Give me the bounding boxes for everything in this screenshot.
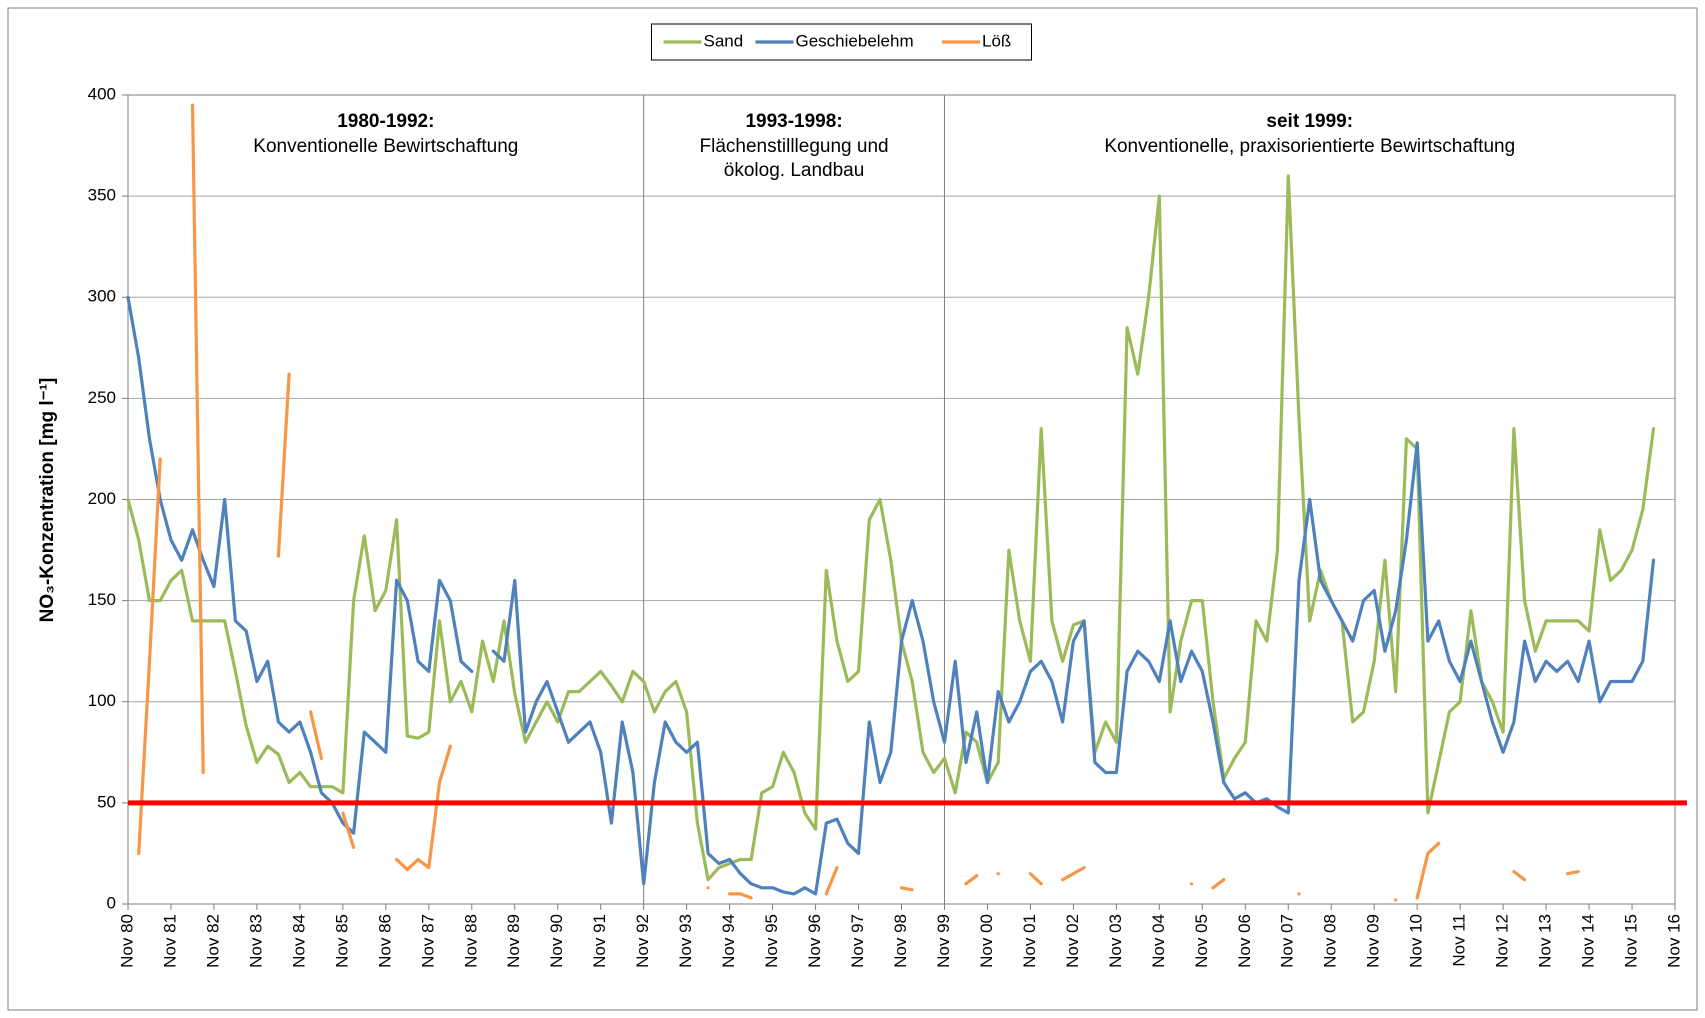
x-tick-label: Nov 06 xyxy=(1235,914,1254,968)
y-tick-label: 350 xyxy=(88,186,116,205)
annotation-text: Konventionelle Bewirtschaftung xyxy=(253,136,518,157)
annotation-title: 1980-1992: xyxy=(337,111,434,132)
x-tick-label: Nov 98 xyxy=(891,914,910,968)
x-tick-label: Nov 95 xyxy=(762,914,781,968)
y-tick-label: 50 xyxy=(97,792,116,811)
y-tick-label: 100 xyxy=(88,691,116,710)
x-tick-label: Nov 99 xyxy=(934,914,953,968)
x-tick-label: Nov 94 xyxy=(719,914,738,968)
x-tick-label: Nov 88 xyxy=(461,914,480,968)
x-tick-label: Nov 89 xyxy=(504,914,523,968)
x-tick-label: Nov 84 xyxy=(289,914,308,968)
y-tick-label: 400 xyxy=(88,84,116,103)
annotation-title: seit 1999: xyxy=(1266,111,1353,132)
series-line xyxy=(126,295,1656,896)
annotation-text: ökolog. Landbau xyxy=(724,160,865,181)
chart-border xyxy=(7,7,1698,1011)
series-line xyxy=(137,103,1580,902)
x-tick-label: Nov 16 xyxy=(1664,914,1683,968)
x-tick-label: Nov 01 xyxy=(1020,914,1039,968)
x-tick-label: Nov 93 xyxy=(676,914,695,968)
y-tick-label: 200 xyxy=(88,489,116,508)
x-tick-label: Nov 03 xyxy=(1106,914,1125,968)
x-tick-label: Nov 90 xyxy=(547,914,566,968)
x-tick-label: Nov 83 xyxy=(246,914,265,968)
series-line xyxy=(126,174,1656,882)
x-tick-label: Nov 97 xyxy=(848,914,867,968)
x-tick-label: Nov 13 xyxy=(1536,914,1555,968)
x-tick-label: Nov 85 xyxy=(332,914,351,968)
x-tick-label: Nov 11 xyxy=(1450,914,1469,967)
legend: Sand Geschiebelehm Löß xyxy=(651,23,1032,61)
x-tick-label: Nov 09 xyxy=(1364,914,1383,968)
x-tick-label: Nov 92 xyxy=(633,914,652,968)
x-tick-label: Nov 00 xyxy=(977,914,996,968)
x-tick-label: Nov 86 xyxy=(375,914,394,968)
x-tick-label: Nov 05 xyxy=(1192,914,1211,968)
x-tick-label: Nov 82 xyxy=(203,914,222,968)
y-axis-label: NO₃-Konzentration [mg l⁻¹] xyxy=(37,378,58,623)
annotation-title: 1993-1998: xyxy=(745,111,842,132)
y-tick-label: 0 xyxy=(107,893,116,912)
x-tick-label: Nov 04 xyxy=(1149,914,1168,968)
legend-label: Löß xyxy=(982,31,1011,50)
x-tick-label: Nov 08 xyxy=(1321,914,1340,968)
x-tick-label: Nov 10 xyxy=(1407,914,1426,968)
x-tick-label: Nov 12 xyxy=(1493,914,1512,968)
x-tick-label: Nov 07 xyxy=(1278,914,1297,968)
annotation-text: Flächenstilllegung und xyxy=(700,136,889,157)
x-tick-label: Nov 80 xyxy=(117,914,136,968)
legend-label: Geschiebelehm xyxy=(796,31,914,50)
x-tick-label: Nov 87 xyxy=(418,914,437,968)
x-tick-label: Nov 15 xyxy=(1622,914,1641,968)
x-tick-label: Nov 91 xyxy=(590,914,609,968)
y-tick-label: 300 xyxy=(88,287,116,306)
annotation-text: Konventionelle, praxisorientierte Bewirt… xyxy=(1104,136,1515,157)
y-tick-label: 150 xyxy=(88,590,116,609)
legend-label: Sand xyxy=(704,31,744,50)
x-tick-label: Nov 81 xyxy=(160,914,179,968)
x-tick-label: Nov 02 xyxy=(1063,914,1082,968)
x-tick-label: Nov 14 xyxy=(1579,914,1598,968)
x-tick-label: Nov 96 xyxy=(805,914,824,968)
y-tick-label: 250 xyxy=(88,388,116,407)
